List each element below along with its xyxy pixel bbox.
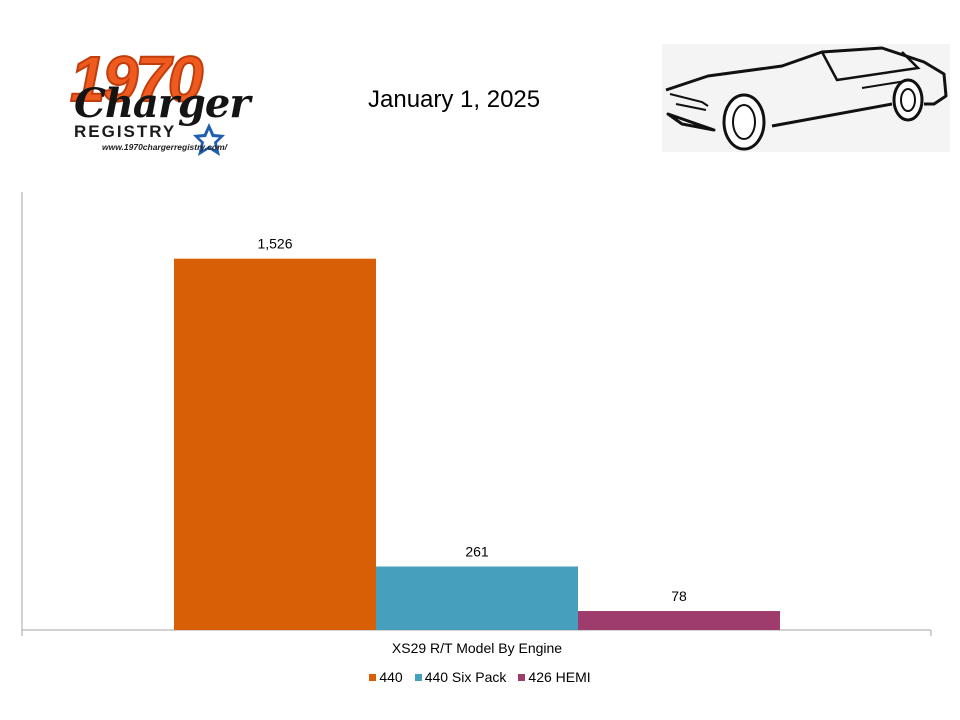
legend-label-440-six-pack: 440 Six Pack (424, 669, 507, 685)
logo-script: Charger (74, 80, 250, 127)
logo-word: REGISTRY (74, 122, 177, 141)
logo-url: www.1970chargerregistry.com/ (102, 142, 228, 152)
legend-label-440: 440 (379, 669, 403, 685)
legend-swatch-440-six-pack (414, 673, 422, 681)
legend-item-426-hemi: 426 HEMI (518, 669, 591, 685)
legend-swatch-440 (369, 673, 377, 681)
data-label-426-hemi: 78 (671, 588, 687, 604)
registry-logo: 1970 Charger REGISTRY www.1970chargerreg… (62, 42, 302, 168)
legend-swatch-426-hemi (518, 673, 526, 681)
bar-426-hemi (578, 611, 780, 630)
bar-440-six-pack (376, 566, 578, 630)
data-label-440-six-pack: 261 (465, 543, 489, 559)
chart-legend: 440 440 Six Pack 426 HEMI (0, 669, 960, 685)
logo-number: 1970 (69, 42, 204, 116)
legend-item-440: 440 (369, 669, 403, 685)
legend-label-426-hemi: 426 HEMI (528, 669, 591, 685)
bar-440 (174, 258, 376, 630)
plot-area: 1,526 261 78 (21, 192, 932, 636)
legend-item-440-six-pack: 440 Six Pack (414, 669, 507, 685)
report-date: January 1, 2025 (368, 86, 541, 113)
x-category-label: XS29 R/T Model By Engine (392, 640, 562, 656)
car-line-drawing-icon (662, 44, 950, 152)
pentastar-icon (193, 123, 225, 156)
data-label-440: 1,526 (257, 236, 292, 252)
